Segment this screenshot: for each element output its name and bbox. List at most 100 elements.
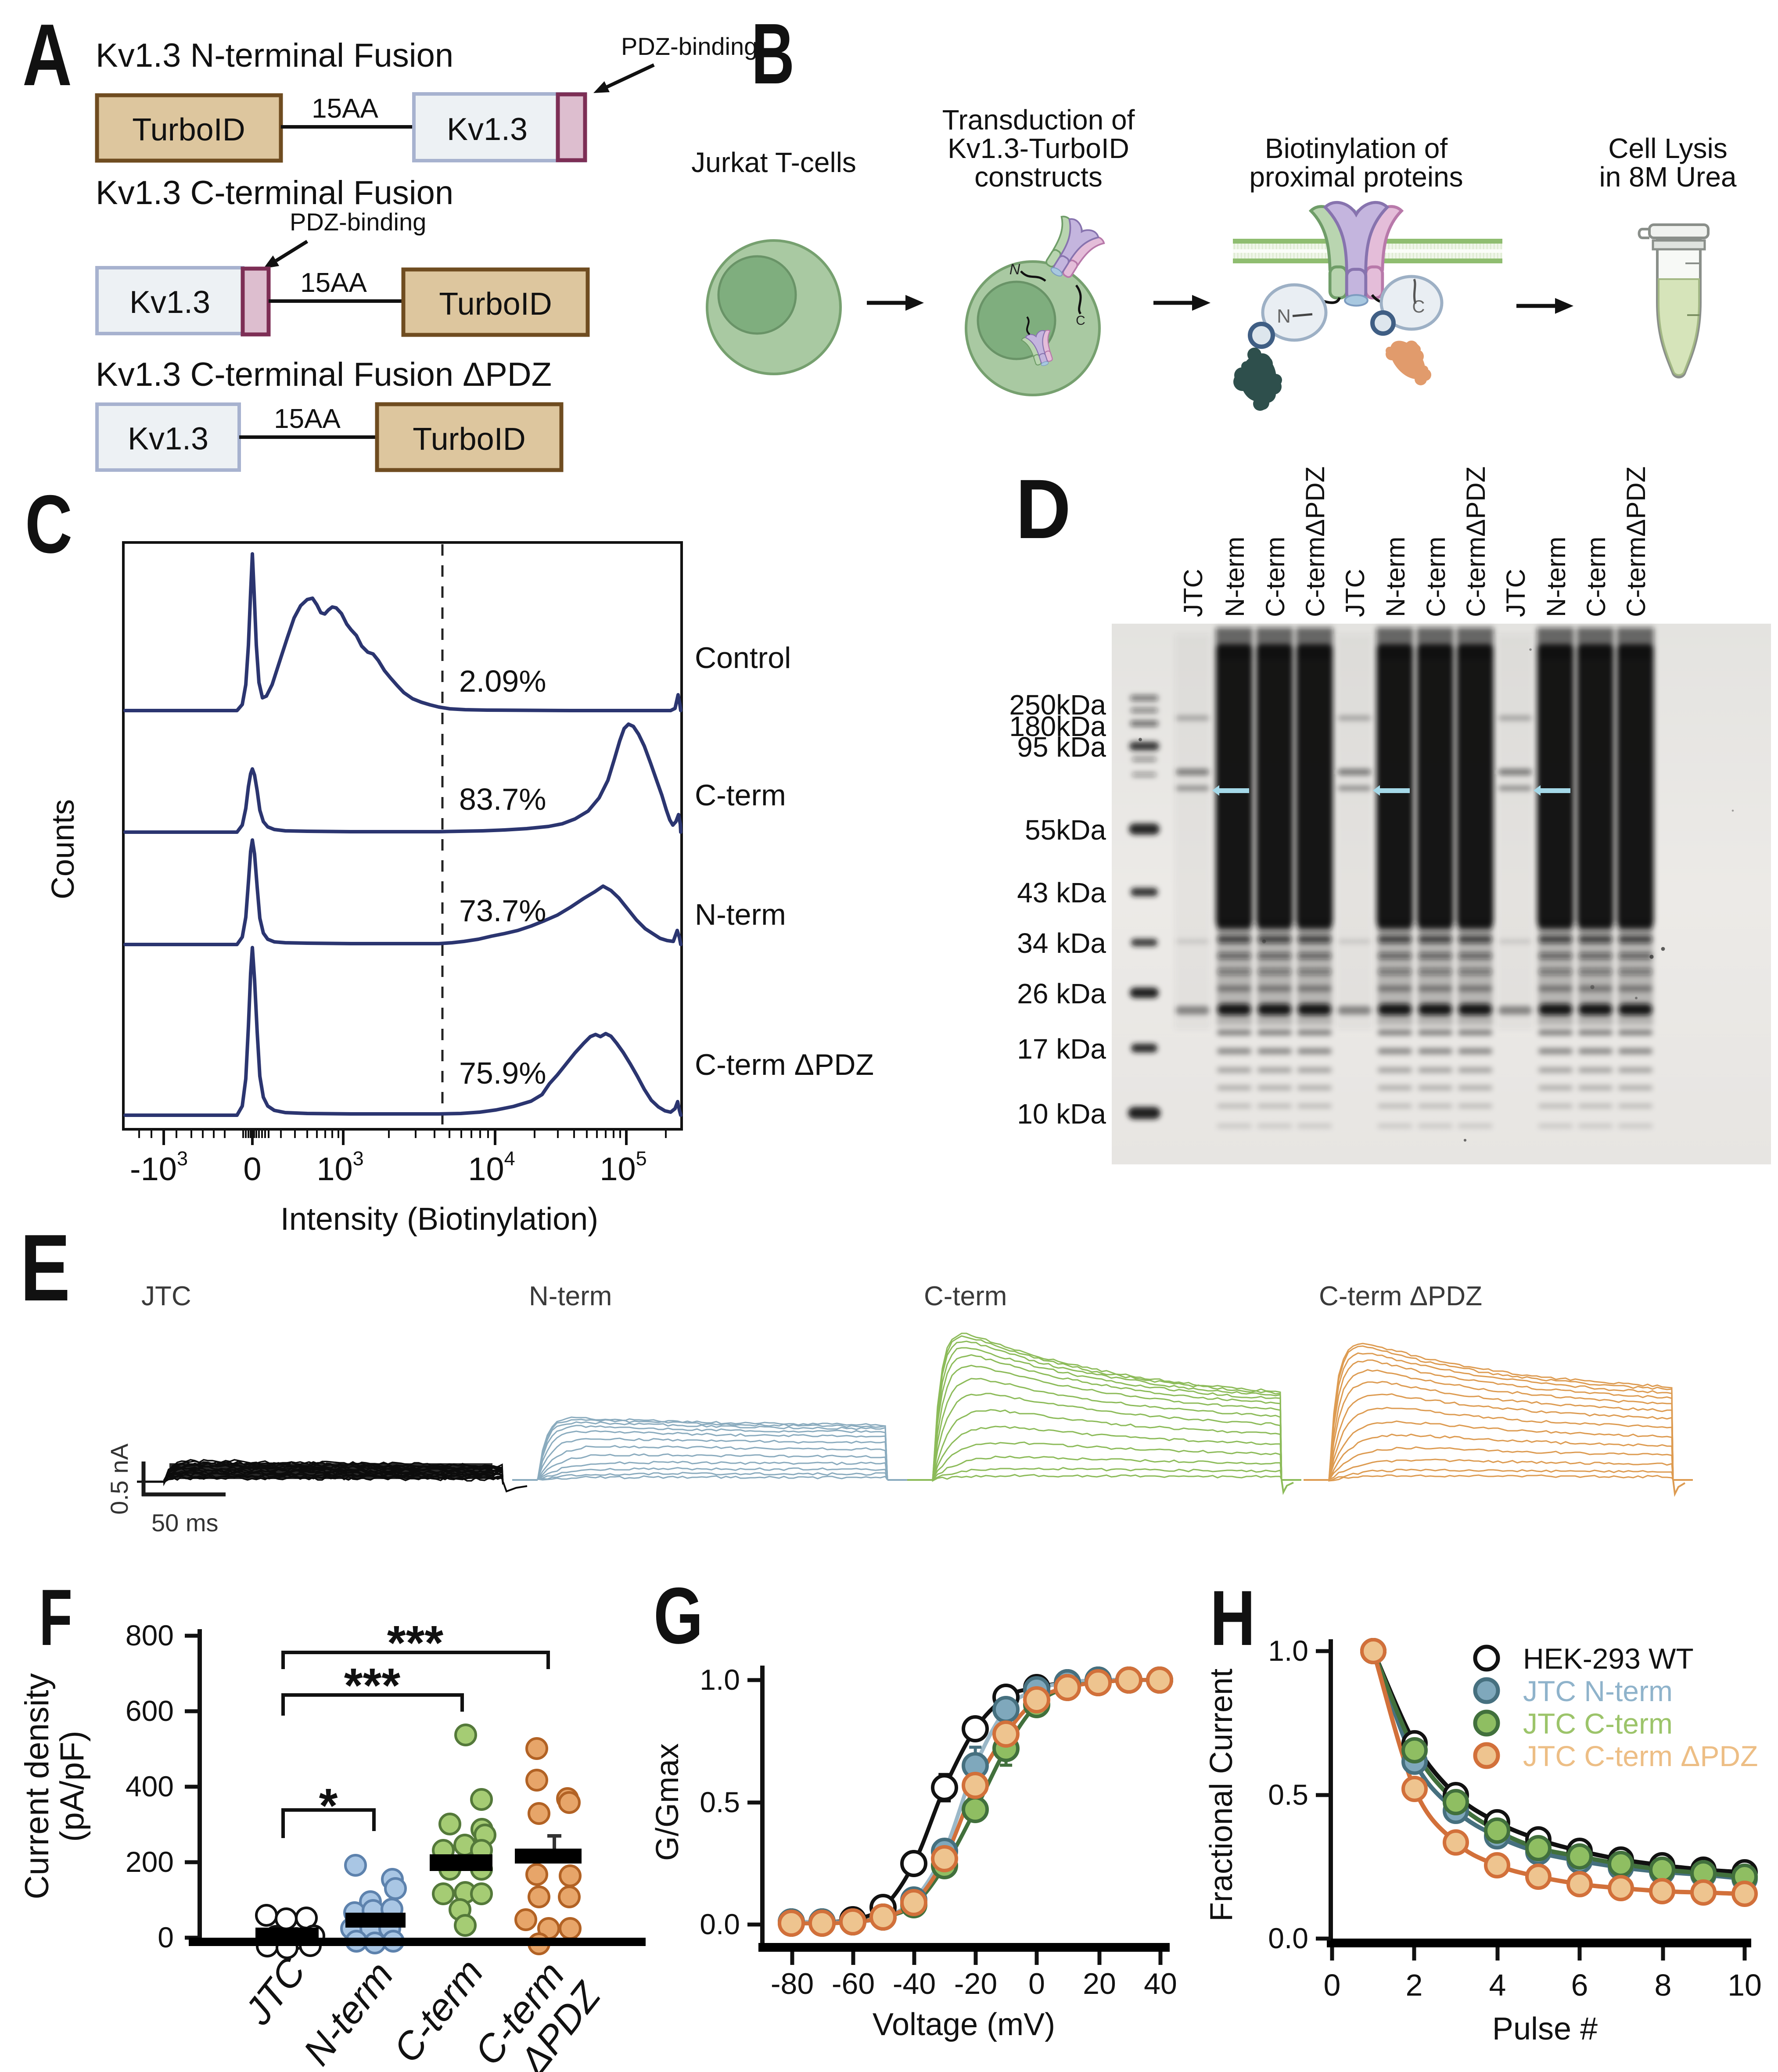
svg-text:C-term: C-term [924,1281,1007,1311]
svg-text:JTC N-term: JTC N-term [1523,1675,1673,1707]
svg-text:15AA: 15AA [274,404,341,434]
svg-text:N-term: N-term [1220,537,1250,617]
svg-text:0.5: 0.5 [700,1786,740,1818]
svg-text:17 kDa: 17 kDa [1017,1033,1106,1065]
svg-text:JTC: JTC [1178,569,1208,617]
svg-text:A: A [22,6,72,104]
svg-text:Kv1.3 C-terminal Fusion: Kv1.3 C-terminal Fusion [96,174,453,212]
svg-text:H: H [1210,1574,1255,1662]
svg-text:-40: -40 [893,1967,936,2000]
svg-text:C-termΔPDZ: C-termΔPDZ [1461,467,1491,617]
svg-text:75.9%: 75.9% [459,1056,546,1090]
svg-text:***: *** [387,1616,444,1670]
svg-text:C-term ΔPDZ: C-term ΔPDZ [695,1048,874,1081]
svg-text:F: F [39,1573,72,1662]
svg-text:JTC: JTC [1340,569,1370,617]
svg-text:105: 105 [600,1147,647,1187]
svg-text:constructs: constructs [974,161,1103,193]
svg-text:34 kDa: 34 kDa [1017,927,1106,959]
svg-text:C-term: C-term [1421,537,1451,617]
svg-text:Kv1.3: Kv1.3 [128,421,208,456]
svg-text:Biotinylation of: Biotinylation of [1265,133,1448,164]
svg-text:55kDa: 55kDa [1025,814,1106,846]
svg-text:TurboID: TurboID [132,112,245,147]
svg-text:E: E [20,1214,70,1321]
svg-text:in 8M Urea: in 8M Urea [1599,161,1737,193]
svg-text:Voltage (mV): Voltage (mV) [873,2007,1055,2042]
svg-text:C: C [25,478,72,570]
svg-text:Kv1.3-TurboID: Kv1.3-TurboID [948,133,1129,164]
svg-text:2.09%: 2.09% [459,664,546,698]
svg-text:Current density: Current density [18,1673,56,1899]
svg-text:*: * [319,1779,338,1833]
svg-text:TurboID: TurboID [413,422,525,457]
svg-text:6: 6 [1571,1968,1588,2002]
svg-text:20: 20 [1083,1967,1116,2000]
svg-text:C-term: C-term [1261,537,1290,617]
svg-text:Kv1.3 N-terminal Fusion: Kv1.3 N-terminal Fusion [96,37,453,74]
svg-text:Pulse #: Pulse # [1492,2011,1598,2047]
svg-text:N-term: N-term [695,898,786,931]
svg-text:C: C [1076,313,1085,328]
svg-text:Kv1.3: Kv1.3 [447,112,528,147]
svg-text:800: 800 [126,1619,174,1652]
svg-text:JTC: JTC [141,1281,191,1311]
svg-text:JTC C-term: JTC C-term [1523,1707,1673,1740]
svg-text:2: 2 [1406,1968,1423,2002]
svg-text:1.0: 1.0 [1268,1634,1308,1667]
svg-text:G/Gmax: G/Gmax [650,1743,685,1861]
svg-text:JTC C-term ΔPDZ: JTC C-term ΔPDZ [1523,1740,1758,1772]
svg-text:10 kDa: 10 kDa [1017,1098,1106,1130]
svg-text:C-term: C-term [695,779,786,812]
svg-text:250kDa: 250kDa [1009,689,1106,721]
svg-text:C-termΔPDZ: C-termΔPDZ [1621,467,1651,617]
svg-text:43 kDa: 43 kDa [1017,877,1106,909]
svg-text:N-term: N-term [1381,537,1410,617]
svg-text:0.0: 0.0 [1268,1922,1308,1954]
svg-text:0.0: 0.0 [700,1908,740,1940]
svg-text:0: 0 [1028,1967,1045,2000]
svg-text:Control: Control [695,641,791,675]
svg-text:50 ms: 50 ms [151,1509,219,1537]
svg-text:Intensity (Biotinylation): Intensity (Biotinylation) [280,1202,598,1237]
svg-text:C-termΔPDZ: C-termΔPDZ [1300,467,1330,617]
svg-text:180kDa: 180kDa [1009,711,1106,742]
svg-text:15AA: 15AA [300,268,367,298]
svg-text:83.7%: 83.7% [459,782,546,816]
svg-text:PDZ-binding: PDZ-binding [290,208,426,236]
svg-text:400: 400 [126,1770,174,1803]
svg-text:PDZ-binding: PDZ-binding [621,32,758,60]
svg-text:HEK-293 WT: HEK-293 WT [1523,1642,1694,1675]
svg-text:Transduction of: Transduction of [942,104,1135,136]
svg-text:26 kDa: 26 kDa [1017,978,1106,1009]
svg-text:G: G [654,1571,703,1660]
svg-text:15AA: 15AA [312,93,378,124]
svg-text:0: 0 [1324,1968,1341,2002]
svg-text:N: N [1009,261,1020,278]
svg-text:proximal proteins: proximal proteins [1249,161,1463,193]
svg-text:1.0: 1.0 [700,1663,740,1696]
svg-text:200: 200 [126,1846,174,1878]
svg-text:-20: -20 [954,1967,997,2000]
svg-text:Jurkat T-cells: Jurkat T-cells [691,147,856,178]
svg-text:10: 10 [1728,1968,1762,2002]
svg-text:-80: -80 [771,1967,814,2000]
svg-text:N-term: N-term [1541,537,1571,617]
svg-text:-60: -60 [832,1967,875,2000]
svg-text:0.5: 0.5 [1268,1778,1308,1811]
svg-text:Fractional Current: Fractional Current [1204,1669,1239,1921]
svg-text:N: N [1277,305,1291,327]
svg-text:95 kDa: 95 kDa [1017,731,1106,763]
svg-text:Counts: Counts [46,799,81,899]
svg-text:Kv1.3: Kv1.3 [129,285,210,320]
svg-text:8: 8 [1655,1968,1672,2002]
svg-text:N-term: N-term [529,1281,612,1311]
svg-text:0: 0 [243,1151,261,1187]
svg-text:TurboID: TurboID [439,287,552,322]
svg-text:600: 600 [126,1695,174,1727]
svg-text:(pA/pF): (pA/pF) [54,1731,91,1842]
svg-text:Kv1.3 C-terminal Fusion ΔPDZ: Kv1.3 C-terminal Fusion ΔPDZ [96,356,552,393]
svg-text:D: D [1016,462,1071,556]
svg-text:73.7%: 73.7% [459,894,546,928]
svg-text:JTC: JTC [1501,569,1530,617]
